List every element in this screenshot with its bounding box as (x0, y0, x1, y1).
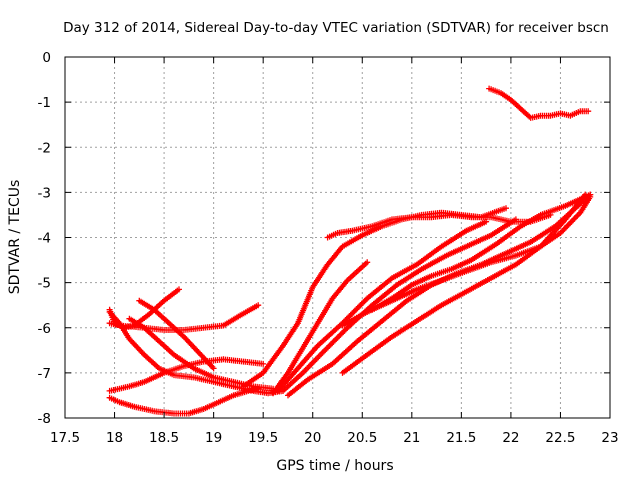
y-tick-label: -2 (38, 140, 51, 156)
grid (65, 57, 610, 418)
series-track-7 (136, 297, 217, 372)
series-track-3 (106, 309, 286, 397)
series-track-10 (270, 259, 371, 397)
series-track-4 (106, 385, 262, 417)
x-tick-label: 18 (106, 430, 123, 446)
y-axis: 0 -1 -2 -3 -4 -5 -6 -7 -8 (38, 50, 610, 427)
x-tick-label: 20 (304, 430, 321, 446)
data-markers (285, 191, 594, 399)
data-markers (106, 356, 267, 394)
x-tick-label: 17.5 (50, 430, 80, 446)
chart-title: Day 312 of 2014, Sidereal Day-to-day VTE… (63, 20, 609, 36)
y-tick-label: -3 (38, 185, 51, 201)
series-track-17 (486, 85, 592, 121)
x-tick-label: 19.5 (248, 430, 278, 446)
data-markers (106, 385, 262, 417)
data-markers (106, 309, 286, 397)
x-tick-label: 23 (601, 430, 618, 446)
x-tick-label: 20.5 (347, 430, 377, 446)
y-axis-label: SDTVAR / TECUs (7, 180, 23, 295)
x-tick-label: 18.5 (149, 430, 179, 446)
x-axis-label: GPS time / hours (276, 458, 393, 474)
series-track-15 (339, 191, 589, 376)
x-tick-label: 22.5 (545, 430, 575, 446)
x-tick-label: 19 (205, 430, 222, 446)
data-markers (339, 191, 589, 376)
series-track-5 (106, 356, 267, 394)
x-tick-label: 22 (502, 430, 519, 446)
data-markers (136, 297, 217, 372)
y-tick-label: 0 (42, 50, 51, 66)
y-tick-label: -5 (38, 276, 51, 292)
series-track-13 (285, 191, 594, 399)
y-tick-label: -7 (38, 366, 51, 382)
data-markers (486, 85, 592, 121)
x-tick-label: 21 (403, 430, 420, 446)
data-markers (369, 191, 594, 313)
data-points (106, 85, 594, 417)
x-axis: 17.5 18 18.5 19 19.5 20 20.5 21 21.5 22 22.5 23 (50, 57, 619, 446)
data-markers (270, 259, 371, 397)
x-tick-label: 21.5 (446, 430, 476, 446)
y-tick-label: -8 (38, 411, 51, 427)
data-markers (126, 315, 277, 392)
y-tick-label: -6 (38, 321, 51, 337)
y-tick-label: -4 (38, 231, 51, 247)
y-tick-label: -1 (38, 95, 51, 111)
series-track-6 (126, 315, 277, 392)
series-track-16 (369, 191, 594, 313)
